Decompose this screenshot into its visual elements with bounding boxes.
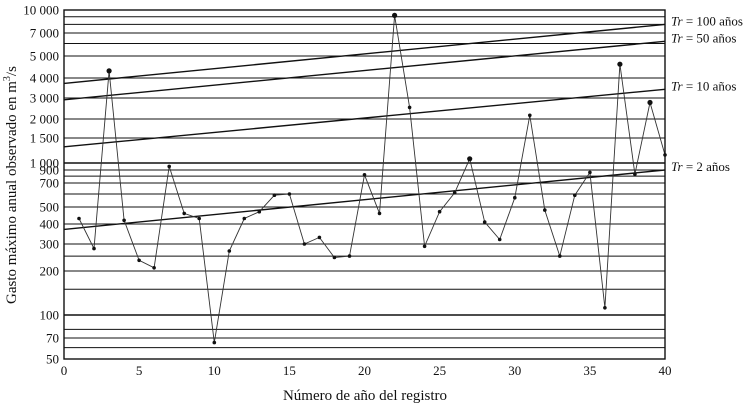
- trend-line: [63, 23, 666, 85]
- data-point: [437, 209, 442, 214]
- y-axis-title-sup: 3: [2, 76, 13, 81]
- data-point: [497, 237, 502, 242]
- trend-label: Tr = 100 años: [671, 13, 743, 28]
- trend-line: [63, 169, 666, 231]
- y-tick-labels: 10 000 7 000 5 000 4 000 3 000 2 000 1 500 1 00…: [23, 3, 59, 367]
- x-tick-labels: 0 5 10 15 20 25 30 35 40: [61, 363, 672, 378]
- y-tick-label: 1 500: [30, 131, 59, 146]
- trend-label-symbol: Tr: [671, 159, 684, 174]
- data-point: [167, 164, 171, 169]
- y-tick-label: 1 000: [30, 156, 59, 171]
- data-point: [317, 235, 322, 240]
- trend-line: [63, 88, 666, 148]
- data-point: [633, 172, 637, 176]
- data-point: [452, 191, 457, 195]
- y-tick-label: 700: [40, 176, 60, 191]
- data-point: [302, 242, 307, 246]
- trend-label: Tr = 2 años: [671, 159, 730, 174]
- data-point: [617, 61, 623, 67]
- data-point: [106, 68, 112, 74]
- data-point: [588, 170, 592, 175]
- data-point: [467, 156, 473, 162]
- data-point: [422, 244, 427, 249]
- data-point: [603, 306, 607, 310]
- x-tick-label: 20: [358, 363, 371, 378]
- data-point: [77, 216, 81, 221]
- y-tick-label: 5 000: [30, 49, 59, 64]
- x-tick-label: 15: [283, 363, 296, 378]
- trend-label-symbol: Tr: [671, 13, 684, 28]
- x-tick-label: 10: [208, 363, 221, 378]
- data-point: [197, 216, 201, 221]
- x-tick-label: 25: [433, 363, 446, 378]
- y-tick-label: 100: [40, 308, 60, 323]
- y-axis-title-unit: /s: [4, 66, 20, 76]
- data-point: [287, 192, 292, 196]
- data-point: [137, 258, 141, 263]
- trend-label-text: = 10 años: [683, 78, 737, 93]
- x-tick-label: 0: [61, 363, 68, 378]
- x-tick-label: 5: [136, 363, 143, 378]
- trend-label-symbol: Tr: [671, 30, 684, 45]
- data-point: [392, 12, 398, 18]
- data-point: [122, 218, 126, 223]
- data-point: [647, 99, 653, 106]
- x-tick-label: 30: [508, 363, 521, 378]
- data-point: [272, 193, 277, 197]
- y-tick-label: 300: [40, 237, 60, 252]
- y-tick-label: 200: [40, 264, 60, 279]
- data-point: [482, 220, 487, 224]
- y-tick-label: 500: [40, 200, 60, 215]
- data-point: [257, 209, 262, 214]
- trend-label: Tr = 10 años: [671, 78, 737, 93]
- data-point: [543, 208, 547, 212]
- trend-label-symbol: Tr: [671, 78, 684, 93]
- data-point: [152, 266, 156, 270]
- data-point: [528, 113, 532, 118]
- x-tick-label: 40: [659, 363, 672, 378]
- trend-label-text: = 50 años: [683, 30, 737, 45]
- y-tick-label: 10 000: [23, 3, 59, 18]
- trend-label-text: = 2 años: [683, 159, 730, 174]
- data-point: [332, 255, 337, 260]
- trend-lines: [63, 23, 666, 231]
- series-line: [78, 15, 666, 343]
- data-point: [573, 193, 577, 197]
- y-axis-title-main: Gasto máximo anual observado en m: [4, 81, 20, 304]
- data-point: [407, 105, 412, 110]
- trend-label-text: = 100 años: [683, 13, 743, 28]
- data-point: [227, 249, 232, 253]
- y-tick-label: 2 000: [30, 112, 59, 127]
- y-tick-label: 400: [40, 217, 60, 232]
- y-tick-label: 70: [46, 331, 59, 346]
- data-point: [242, 216, 247, 221]
- y-tick-label: 900: [40, 163, 60, 178]
- trend-label: Tr = 50 años: [671, 30, 737, 45]
- data-point: [182, 211, 186, 216]
- y-tick-label: 4 000: [30, 71, 59, 86]
- y-tick-label: 7 000: [30, 26, 59, 41]
- data-series: [77, 12, 667, 345]
- data-point: [362, 173, 367, 177]
- x-axis-title: Número de año del registro: [283, 388, 447, 404]
- y-tick-label: 3 000: [30, 91, 59, 106]
- x-tick-label: 35: [583, 363, 596, 378]
- y-axis-title: Gasto máximo anual observado en m3/s: [2, 66, 20, 304]
- plot-frame: [63, 9, 666, 360]
- y-tick-label: 50: [46, 352, 59, 367]
- data-point: [92, 246, 96, 251]
- data-point: [377, 211, 382, 216]
- trend-line: [63, 40, 666, 101]
- data-point: [558, 254, 562, 258]
- data-point: [212, 340, 217, 345]
- data-point: [347, 254, 352, 258]
- data-point: [513, 195, 517, 200]
